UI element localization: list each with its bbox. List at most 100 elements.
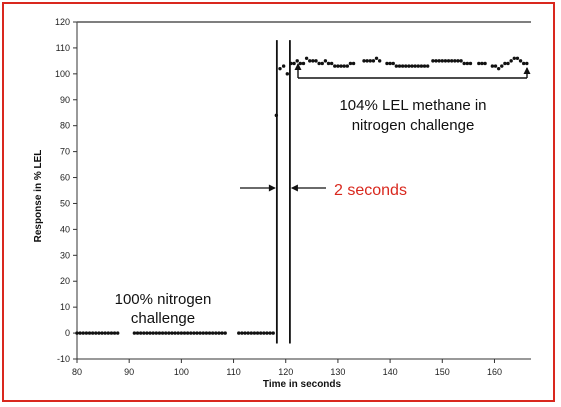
data-point bbox=[339, 64, 343, 68]
data-point bbox=[388, 61, 392, 66]
data-point bbox=[100, 331, 104, 335]
data-point bbox=[345, 64, 350, 68]
interval-arrowhead-right bbox=[290, 184, 298, 192]
nitrogen-annotation-line-2: challenge bbox=[131, 310, 195, 327]
x-tick-label: 90 bbox=[124, 367, 134, 377]
data-point bbox=[265, 331, 269, 335]
marker-lines bbox=[275, 40, 291, 344]
data-point bbox=[521, 61, 526, 66]
y-tick-label: 50 bbox=[60, 198, 70, 208]
data-point bbox=[240, 331, 244, 335]
data-point bbox=[214, 331, 218, 335]
data-point bbox=[400, 64, 405, 68]
data-point bbox=[419, 64, 424, 68]
data-point bbox=[490, 64, 495, 68]
data-point bbox=[132, 331, 137, 335]
y-tick-label: 40 bbox=[60, 224, 70, 234]
data-point bbox=[503, 61, 507, 66]
data-point bbox=[182, 331, 187, 335]
x-tick-label: 100 bbox=[174, 367, 189, 377]
data-point bbox=[449, 59, 454, 63]
x-tick-label: 140 bbox=[383, 367, 398, 377]
data-point bbox=[97, 331, 101, 335]
data-point bbox=[480, 61, 484, 66]
data-point bbox=[416, 64, 420, 68]
data-point bbox=[189, 331, 193, 335]
data-point bbox=[176, 331, 180, 335]
data-point bbox=[397, 64, 402, 68]
data-point bbox=[246, 331, 250, 335]
data-point bbox=[154, 331, 159, 335]
data-point bbox=[116, 331, 120, 335]
data-point bbox=[314, 59, 318, 63]
data-point bbox=[311, 59, 315, 63]
data-point bbox=[391, 61, 395, 66]
data-point bbox=[374, 56, 379, 60]
data-point bbox=[443, 59, 448, 63]
data-point bbox=[220, 331, 224, 335]
methane-annotation-line-1: 104% LEL methane in bbox=[339, 97, 486, 114]
x-tick-label: 110 bbox=[226, 367, 240, 377]
data-point bbox=[431, 59, 435, 63]
data-point bbox=[106, 331, 111, 335]
data-point bbox=[268, 331, 272, 335]
data-point bbox=[243, 331, 247, 335]
y-tick-label: 10 bbox=[60, 302, 70, 312]
y-tick-label: 30 bbox=[60, 250, 70, 260]
data-point bbox=[509, 59, 513, 63]
y-tick-label: 60 bbox=[60, 173, 70, 183]
data-point bbox=[506, 61, 510, 66]
data-point bbox=[410, 64, 414, 68]
data-point bbox=[368, 59, 372, 63]
data-point bbox=[201, 331, 205, 335]
data-point bbox=[281, 64, 286, 68]
data-point bbox=[292, 61, 296, 66]
data-point bbox=[317, 61, 321, 66]
data-point bbox=[320, 61, 324, 66]
data-point bbox=[468, 61, 473, 66]
data-points bbox=[75, 56, 529, 335]
data-point bbox=[500, 64, 504, 68]
data-point bbox=[198, 331, 202, 335]
data-point bbox=[207, 331, 212, 335]
data-point bbox=[81, 331, 85, 335]
data-point bbox=[493, 64, 498, 68]
y-tick-label: 100 bbox=[55, 69, 70, 79]
data-point bbox=[179, 331, 184, 335]
nitrogen-annotation-line-1: 100% nitrogen bbox=[115, 291, 212, 308]
interval-annotation: 2 seconds bbox=[334, 182, 407, 199]
data-point bbox=[164, 331, 168, 335]
data-point bbox=[142, 331, 146, 335]
y-tick-label: 110 bbox=[56, 43, 70, 53]
data-point bbox=[496, 66, 501, 71]
data-point bbox=[425, 64, 430, 68]
y-tick-label: 90 bbox=[60, 95, 70, 105]
y-tick-label: 0 bbox=[65, 328, 70, 338]
methane-bracket-arrow-left bbox=[294, 63, 302, 70]
data-point bbox=[295, 59, 299, 63]
data-point bbox=[351, 61, 356, 66]
data-point bbox=[394, 64, 399, 68]
data-point bbox=[109, 331, 114, 335]
y-axis-label: Response in % LEL bbox=[33, 150, 44, 243]
data-point bbox=[285, 72, 290, 76]
data-point bbox=[422, 64, 427, 68]
data-point bbox=[298, 61, 303, 66]
data-point bbox=[84, 331, 89, 335]
y-tick-label: 120 bbox=[55, 17, 70, 27]
data-point bbox=[404, 64, 408, 68]
x-tick-label: 120 bbox=[278, 367, 293, 377]
data-point bbox=[249, 331, 253, 335]
data-point bbox=[456, 59, 460, 63]
data-point bbox=[252, 331, 257, 335]
data-point bbox=[90, 331, 95, 335]
data-point bbox=[103, 331, 107, 335]
data-point bbox=[515, 56, 520, 60]
methane-bracket-arrow-right bbox=[523, 67, 531, 74]
data-point bbox=[204, 331, 209, 335]
data-point bbox=[210, 331, 215, 335]
methane-annotation-line-2: nitrogen challenge bbox=[352, 117, 475, 134]
data-point bbox=[446, 59, 451, 63]
data-point bbox=[477, 61, 481, 66]
data-point bbox=[440, 59, 444, 63]
